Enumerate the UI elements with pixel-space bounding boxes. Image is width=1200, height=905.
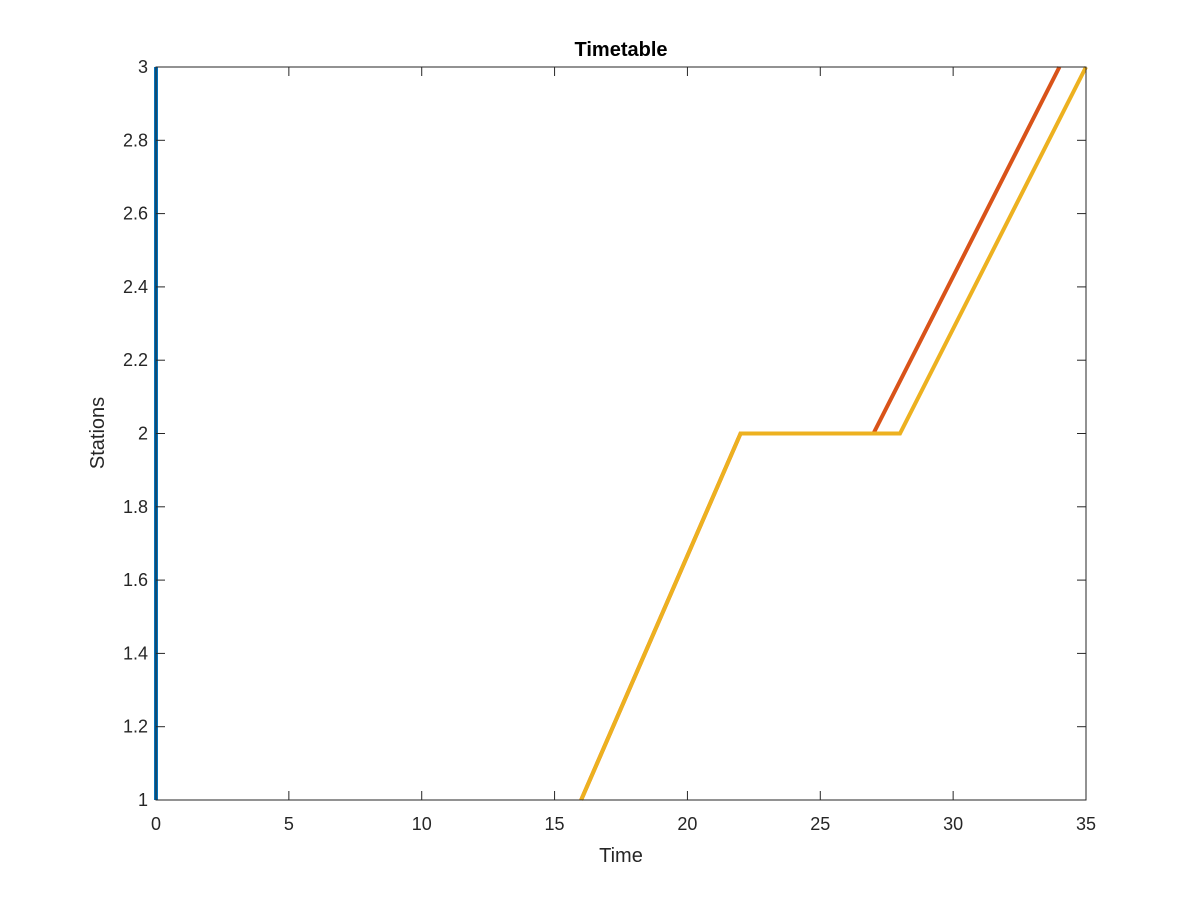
y-tick-label: 2.4 — [123, 277, 148, 297]
y-tick-label: 2.8 — [123, 130, 148, 150]
y-tick-label: 1 — [138, 790, 148, 810]
y-axis-label: Stations — [87, 397, 109, 469]
x-tick-label: 5 — [284, 814, 294, 834]
y-tick-label: 1.8 — [123, 497, 148, 517]
x-tick-label: 30 — [943, 814, 963, 834]
y-tick-label: 2.2 — [123, 350, 148, 370]
x-tick-label: 15 — [545, 814, 565, 834]
y-tick-label: 3 — [138, 57, 148, 77]
plot-box — [155, 66, 1087, 801]
y-tick-label: 1.6 — [123, 570, 148, 590]
chart-title: Timetable — [575, 39, 668, 61]
x-axis-label: Time — [599, 845, 643, 867]
x-tick-label: 0 — [151, 814, 161, 834]
x-tick-label: 35 — [1076, 814, 1096, 834]
y-tick-label: 2.6 — [123, 204, 148, 224]
ticks-layer: 0 5 10 15 20 25 30 35 1 1.2 1.4 1.6 1.8 2 2.2 2.4 2.6 2.8… — [123, 57, 1096, 834]
y-tick-label: 1.2 — [123, 717, 148, 737]
x-tick-label: 10 — [412, 814, 432, 834]
x-tick-label: 20 — [677, 814, 697, 834]
plot-background — [156, 67, 1086, 800]
y-tick-label: 1.4 — [123, 643, 148, 663]
series-line-3 — [579, 66, 1088, 801]
y-tick-label: 2 — [138, 424, 148, 444]
x-tick-label: 25 — [810, 814, 830, 834]
